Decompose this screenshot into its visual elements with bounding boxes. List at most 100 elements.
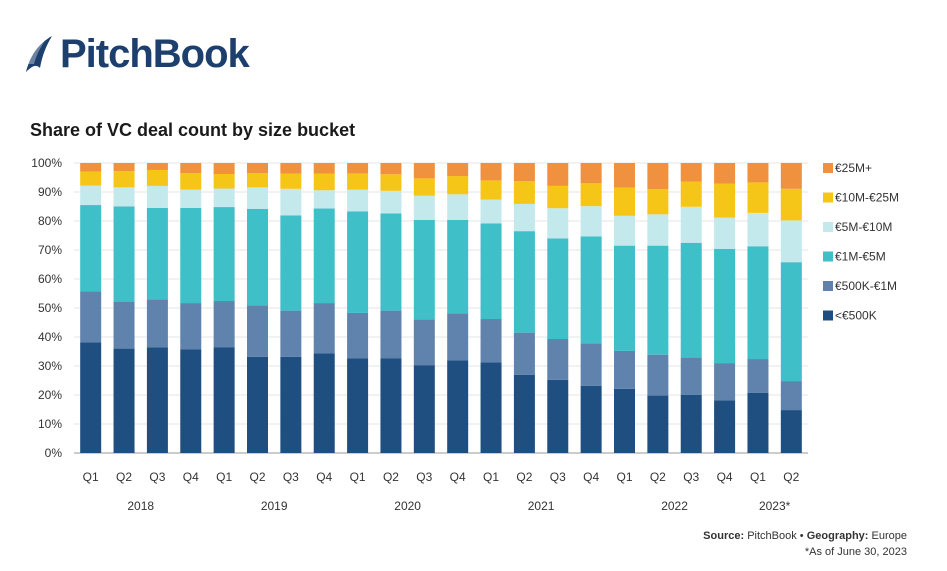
x-tick-label: Q3 <box>149 470 165 484</box>
bar-segment <box>247 305 268 357</box>
bar-segment <box>313 190 335 209</box>
x-tick-label: Q4 <box>450 470 466 484</box>
x-tick-label: Q3 <box>283 470 299 484</box>
bar-segment <box>380 358 402 453</box>
y-tick-label: 10% <box>38 417 62 431</box>
bar-segment <box>247 356 268 453</box>
bar-segment <box>780 163 802 189</box>
x-tick-label: Q1 <box>350 470 366 484</box>
x-tick-label: Q4 <box>717 470 733 484</box>
bar-segment <box>80 291 102 343</box>
bar-segment <box>680 242 702 358</box>
x-tick-label: Q1 <box>616 470 632 484</box>
bar-segment <box>747 359 769 393</box>
bar-segment <box>780 188 802 221</box>
x-tick-label: Q1 <box>483 470 499 484</box>
bar-segment <box>347 163 369 174</box>
bar-segment <box>614 388 635 453</box>
bar-segment <box>280 215 302 311</box>
source-note: Source: PitchBook • Geography: Europe <box>703 530 907 542</box>
bar-segment <box>247 208 268 306</box>
bar-segment <box>380 213 402 311</box>
bar-segment <box>647 395 669 453</box>
bar-segment <box>480 319 502 363</box>
bar-segment <box>547 185 569 209</box>
x-tick-label: Q2 <box>383 470 399 484</box>
bar-segment <box>247 187 268 209</box>
bar-segment <box>180 207 202 304</box>
chart-title: Share of VC deal count by size bucket <box>30 120 356 140</box>
bar-segment <box>113 301 135 349</box>
x-tick-label: Q2 <box>650 470 666 484</box>
as-of-note: *As of June 30, 2023 <box>804 546 907 558</box>
bar-segment <box>513 332 535 375</box>
bar-segment <box>380 190 402 214</box>
bar-segment <box>113 171 135 188</box>
bar-segment <box>714 163 736 184</box>
bar-segment <box>647 354 669 396</box>
y-tick-label: 50% <box>38 301 62 315</box>
bar-segment <box>80 185 102 206</box>
bar-segment <box>580 183 602 207</box>
brand-logo: PitchBook <box>22 30 250 78</box>
bar-segment <box>614 245 635 351</box>
pitchbook-logo-icon <box>26 36 52 72</box>
bar-segment <box>347 358 369 453</box>
separator: • <box>799 530 804 542</box>
legend-swatch <box>823 310 833 321</box>
bar-segment <box>313 208 335 304</box>
bar-segment <box>447 219 469 314</box>
x-tick-label: Q4 <box>316 470 332 484</box>
legend-label: €5M-€10M <box>835 220 892 234</box>
bar-segment <box>146 347 168 453</box>
bar-segment <box>447 360 469 453</box>
bar-segment <box>547 208 569 239</box>
y-tick-label: 70% <box>38 243 62 257</box>
bar-segment <box>513 181 535 204</box>
bar-segment <box>580 343 602 386</box>
bar-segment <box>447 163 469 177</box>
bar-segment <box>647 163 669 190</box>
bar-segment <box>513 203 535 232</box>
bar-segment <box>213 163 235 175</box>
bar-segment <box>714 248 736 364</box>
bar-segment <box>146 299 168 348</box>
bar-segment <box>247 173 268 188</box>
bar-segment <box>580 385 602 453</box>
x-group-label: 2020 <box>394 499 421 513</box>
x-tick-label: Q2 <box>249 470 265 484</box>
x-tick-label: Q1 <box>750 470 766 484</box>
y-tick-label: 60% <box>38 272 62 286</box>
geography-label: Geography: <box>806 530 869 542</box>
bar-segment <box>113 348 135 453</box>
bar-segment <box>747 163 769 183</box>
legend-swatch <box>823 281 833 291</box>
bar-segment <box>447 194 469 220</box>
legend-label: €10M-€25M <box>835 191 899 205</box>
bar-segment <box>547 379 569 453</box>
bar-segment <box>480 199 502 224</box>
legend-swatch <box>823 251 833 262</box>
bar-segment <box>213 174 235 189</box>
legend-label: €25M+ <box>835 161 872 175</box>
bar-segment <box>413 163 435 179</box>
x-tick-label: Q2 <box>516 470 532 484</box>
bar-segment <box>780 262 802 382</box>
x-group-label: 2021 <box>528 499 555 513</box>
bar-segment <box>680 357 702 395</box>
bar-segment <box>747 182 769 213</box>
y-tick-label: 100% <box>31 156 62 170</box>
bar-segment <box>747 392 769 453</box>
bar-segment <box>614 163 635 188</box>
bar-segment <box>347 173 369 190</box>
bar-segment <box>347 312 369 359</box>
bar-segment <box>180 349 202 453</box>
bar-segment <box>313 353 335 453</box>
x-tick-label: Q1 <box>83 470 99 484</box>
legend-swatch <box>823 192 833 203</box>
bar-segment <box>714 183 736 218</box>
legend-label: €1M-€5M <box>835 250 886 264</box>
bar-segment <box>280 173 302 189</box>
bar-segment <box>747 212 769 247</box>
bar-segment <box>213 301 235 348</box>
